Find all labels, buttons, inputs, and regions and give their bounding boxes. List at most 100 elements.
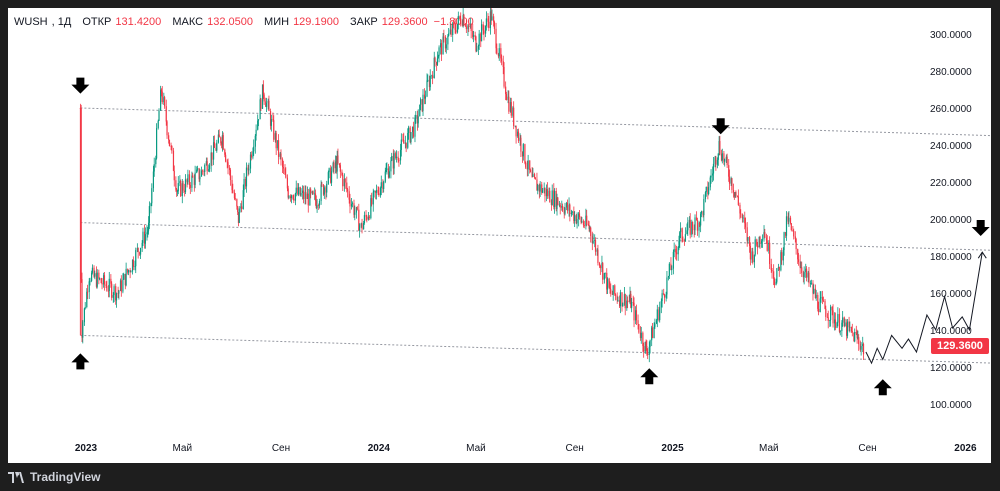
candle-body <box>184 179 187 192</box>
arrow-up-icon[interactable] <box>873 379 892 396</box>
candle-body <box>127 270 130 273</box>
candle-body <box>407 133 409 148</box>
candle-body <box>505 86 507 95</box>
candle-body <box>236 199 238 207</box>
candle-body <box>139 252 141 255</box>
price-chart[interactable]: 100.0000 120.0000 140.0000 160.0000 180.0000… <box>8 8 991 463</box>
candle-body <box>461 24 463 26</box>
candle-body <box>621 292 623 307</box>
candle-body <box>469 25 471 27</box>
candle-body <box>428 79 431 88</box>
candle-body <box>810 282 812 284</box>
candle-body <box>290 196 292 199</box>
candle-body <box>323 187 325 195</box>
arrow-up-icon[interactable] <box>71 353 90 370</box>
candle-body <box>699 222 701 226</box>
candle-body <box>837 314 839 323</box>
arrow-down-icon[interactable] <box>711 118 730 135</box>
candle-body <box>589 227 591 229</box>
candle-body <box>564 207 566 214</box>
candle-body <box>488 21 490 29</box>
candle-body <box>638 324 640 333</box>
candle-body <box>260 99 262 109</box>
arrow-up-icon[interactable] <box>640 368 659 385</box>
candle-body <box>769 242 771 265</box>
arrow-down-icon[interactable] <box>971 219 990 236</box>
candle-body <box>608 278 610 288</box>
candle-body <box>846 322 848 336</box>
candle-body <box>521 151 524 157</box>
candle-body <box>131 259 134 272</box>
candle-body <box>234 198 236 200</box>
candle-body <box>314 193 317 201</box>
candle-body <box>434 57 436 63</box>
candle-body <box>578 213 581 218</box>
candle-body <box>598 262 601 266</box>
candle-body <box>640 332 642 339</box>
candle-body <box>606 278 609 290</box>
chart-area[interactable]: WUSH, 1Д ОТКР 131.4200 МАКС 132.0500 МИН 12… <box>8 8 991 463</box>
candle-body <box>204 164 206 172</box>
channel-line[interactable] <box>80 107 991 137</box>
candle-body <box>514 125 516 127</box>
channel-line[interactable] <box>80 222 991 251</box>
candle-body <box>110 278 112 284</box>
candle-body <box>437 56 439 59</box>
candle-body <box>203 171 205 173</box>
candle-body <box>587 224 589 225</box>
candle-body <box>671 268 673 271</box>
candle-body <box>725 156 727 160</box>
candle-body <box>740 213 742 215</box>
candle-body <box>160 89 163 92</box>
candle-body <box>559 204 561 208</box>
candle-body <box>545 189 548 197</box>
candle-body <box>855 332 857 334</box>
candle-body <box>261 84 264 109</box>
candle-body <box>548 190 550 197</box>
candle-body <box>250 154 252 158</box>
candle-body <box>797 259 800 262</box>
forecast-arrowhead <box>977 251 987 259</box>
candle-body <box>616 295 618 301</box>
forecast-line[interactable] <box>865 252 983 365</box>
candle-body <box>111 283 113 298</box>
price-axis: 100.0000 120.0000 140.0000 160.0000 180.0000… <box>930 30 972 411</box>
candle-body <box>472 35 475 37</box>
candle-body <box>91 272 93 281</box>
candle-body <box>500 48 502 59</box>
candle-body <box>660 301 662 308</box>
candle-body <box>400 139 402 150</box>
candle-body <box>525 162 527 168</box>
candle-body <box>305 192 307 200</box>
candle-body <box>747 237 749 241</box>
candle-body <box>507 96 509 100</box>
candle-body <box>429 75 431 88</box>
arrow-down-icon[interactable] <box>71 77 90 94</box>
candle-body <box>184 190 186 192</box>
candle-body <box>419 104 421 117</box>
candle-body <box>463 15 465 26</box>
candle-body <box>795 238 797 250</box>
candle-body <box>254 135 256 147</box>
candle-body <box>407 127 410 134</box>
candle-body <box>484 26 487 34</box>
candle-body <box>105 284 107 287</box>
x-tick-label: 2025 <box>661 443 684 454</box>
candle-body <box>812 282 814 294</box>
candle-body <box>667 275 670 278</box>
legend-close: ЗАКР 129.3600 −1.8000 <box>350 16 474 28</box>
channel-line[interactable] <box>80 334 991 364</box>
candle-body <box>227 162 229 168</box>
candle-body <box>405 142 407 148</box>
candle-body <box>710 175 712 178</box>
candle-body <box>817 294 819 309</box>
candle-body <box>509 102 512 112</box>
candle-body <box>273 120 275 140</box>
candle-body <box>351 203 353 205</box>
y-tick-label: 220.0000 <box>930 178 972 189</box>
arrow-markers <box>71 77 990 396</box>
candle-body <box>383 181 385 189</box>
candle-body <box>498 48 500 57</box>
tradingview-logo[interactable]: TradingView <box>8 470 100 484</box>
candle-body <box>551 190 553 205</box>
